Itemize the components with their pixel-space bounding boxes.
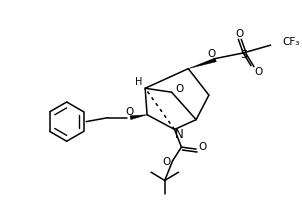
Polygon shape bbox=[188, 58, 216, 69]
Text: O: O bbox=[125, 107, 133, 117]
Text: CF₃: CF₃ bbox=[282, 37, 300, 47]
Text: O: O bbox=[255, 67, 263, 76]
Text: N: N bbox=[175, 128, 184, 141]
Text: O: O bbox=[235, 29, 243, 39]
Text: O: O bbox=[162, 157, 171, 167]
Polygon shape bbox=[130, 115, 147, 120]
Text: H: H bbox=[135, 77, 142, 87]
Text: O: O bbox=[198, 142, 206, 152]
Text: S: S bbox=[241, 50, 248, 60]
Text: O: O bbox=[175, 84, 184, 94]
Text: O: O bbox=[208, 49, 216, 59]
